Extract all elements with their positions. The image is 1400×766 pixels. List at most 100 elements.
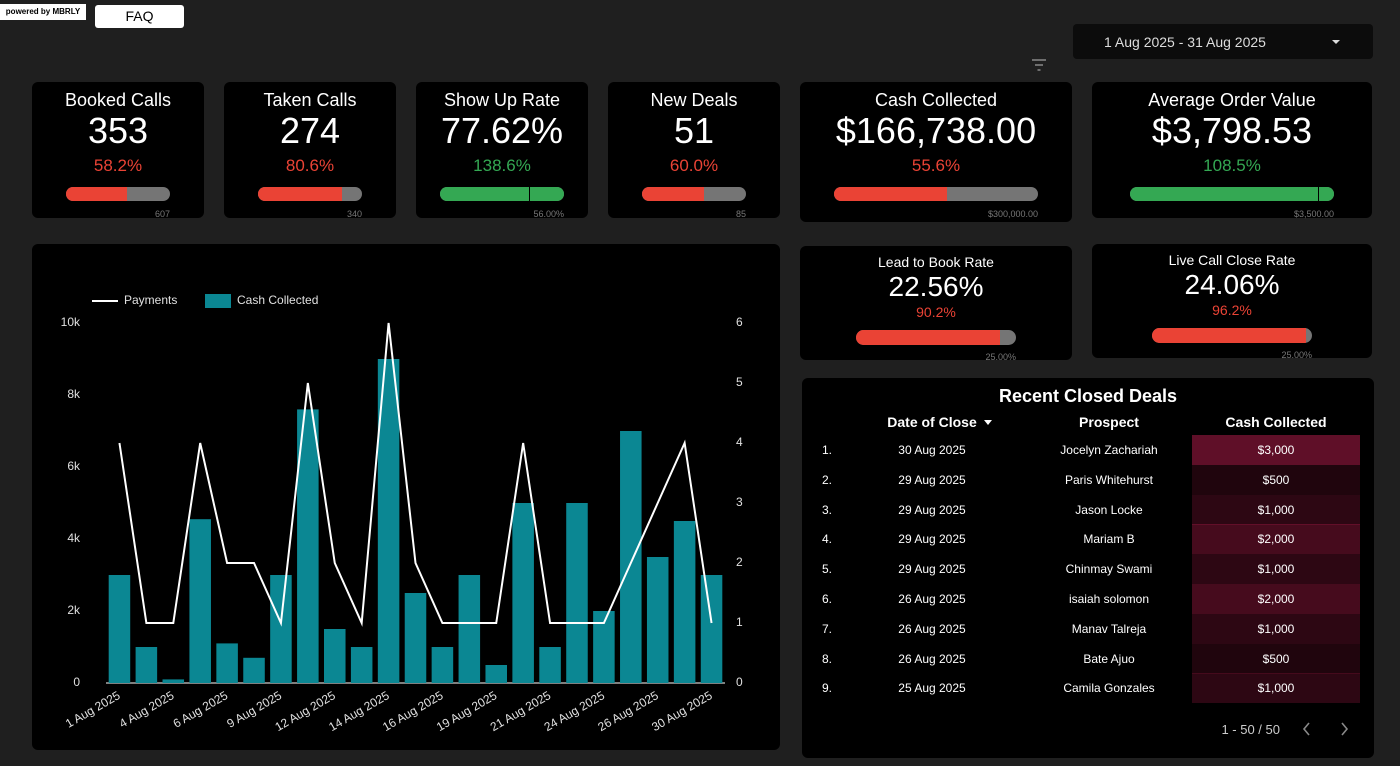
- progress-track: [834, 187, 1038, 201]
- prospect-cell: Mariam B: [1083, 532, 1135, 547]
- date-cell: 25 Aug 2025: [898, 681, 966, 696]
- prospect-cell: Camila Gonzales: [1063, 681, 1155, 696]
- kpi-title: Live Call Close Rate: [1168, 252, 1296, 268]
- prospect-cell: Bate Ajuo: [1083, 651, 1135, 666]
- bar: [673, 521, 696, 683]
- progress-track: [258, 187, 362, 201]
- table-row: 1. 30 Aug 2025 Jocelyn Zachariah $3,000: [802, 435, 1374, 465]
- row-number: 6.: [822, 592, 833, 606]
- next-page[interactable]: [1338, 721, 1350, 737]
- bar: [189, 519, 211, 683]
- kpi-target: 340: [346, 209, 362, 219]
- chart-card: 0 2k 4k 6k 8k 10k 0 1 2 3 4 5 6 1 Aug 2025 4 Aug 2025 6…: [32, 244, 780, 750]
- column-header[interactable]: Date of Close: [887, 414, 977, 430]
- table-row: 3. 29 Aug 2025 Jason Locke $1,000: [802, 494, 1374, 525]
- cash-cell: $2,000: [1192, 524, 1360, 555]
- kpi-title: Average Order Value: [1148, 90, 1316, 110]
- date-cell: 30 Aug 2025: [898, 443, 966, 457]
- kpi-title: Lead to Book Rate: [878, 254, 994, 270]
- cash-label: $1,000: [1257, 621, 1295, 636]
- bar: [593, 611, 615, 683]
- cash-cell: $2,000: [1192, 584, 1360, 614]
- cash-cell: $1,000: [1192, 554, 1360, 585]
- prev-page[interactable]: [1301, 721, 1313, 737]
- bar: [270, 575, 292, 683]
- y-tick-label: 8k: [67, 387, 81, 401]
- kpi-value: 24.06%: [1184, 269, 1280, 300]
- y2-tick-label: 1: [736, 615, 743, 629]
- bar: [135, 647, 158, 683]
- kpi-change: 96.2%: [1212, 302, 1252, 318]
- row-number: 3.: [822, 502, 833, 517]
- y-tick-label: 10k: [61, 315, 81, 329]
- kpi-target: 85: [735, 209, 746, 219]
- kpi-title: Booked Calls: [64, 90, 172, 110]
- kpi-target: 25.00%: [1281, 350, 1312, 360]
- table-card: Recent Closed Deals Date of Close Prospec…: [802, 378, 1374, 758]
- date-cell: 26 Aug 2025: [898, 592, 966, 606]
- y-tick-label: 0: [73, 675, 80, 689]
- line: [118, 322, 713, 627]
- bar: [431, 647, 454, 683]
- x-tick-label: 30 Aug 2025: [649, 688, 715, 734]
- date-cell: 26 Aug 2025: [898, 621, 966, 636]
- cash-label: $1,000: [1257, 681, 1295, 696]
- kpi-value: $3,798.53: [1151, 110, 1313, 151]
- kpi-change: 108.5%: [1203, 156, 1261, 175]
- powered-by[interactable]: powered by MBRLY: [0, 4, 86, 20]
- row-number: 1.: [822, 443, 833, 457]
- legend-swatch: [205, 294, 231, 308]
- kpi-card: New Deals 51 60.0% 85: [608, 82, 780, 219]
- sort-arrow[interactable]: [984, 420, 992, 426]
- kpi-change: 90.2%: [916, 304, 956, 320]
- table-row: 8. 26 Aug 2025 Bate Ajuo $500: [802, 643, 1374, 674]
- row-number: 5.: [822, 562, 833, 577]
- dropdown-arrow: [1332, 40, 1340, 44]
- column-header[interactable]: Cash Collected: [1225, 414, 1327, 430]
- bar: [162, 679, 185, 683]
- kpi-target: 607: [154, 209, 170, 219]
- legend-label: Cash Collected: [237, 293, 318, 307]
- cash-cell: $1,000: [1192, 494, 1360, 525]
- kpi-card: Live Call Close Rate 24.06% 96.2% 25.00%: [1092, 244, 1372, 360]
- table-row: 6. 26 Aug 2025 isaiah solomon $2,000: [802, 584, 1374, 614]
- bar: [566, 503, 588, 683]
- progress-bar: [258, 187, 342, 201]
- progress-track: [642, 187, 746, 201]
- kpi-title: Cash Collected: [874, 90, 998, 110]
- cash-cell: $1,000: [1192, 613, 1360, 644]
- bar: [458, 575, 481, 683]
- filter-icon[interactable]: [1031, 58, 1047, 72]
- cash-label: $500: [1262, 472, 1290, 487]
- bar: [646, 557, 669, 683]
- progress-bar: [1152, 328, 1306, 343]
- bar: [216, 643, 238, 683]
- date-cell: 29 Aug 2025: [898, 472, 966, 487]
- cash-label: $2,000: [1257, 532, 1295, 547]
- kpi-card: Show Up Rate 77.62% 138.6% 56.00%: [416, 82, 588, 219]
- row-number: 7.: [822, 621, 833, 636]
- prospect-cell: Paris Whitehurst: [1064, 472, 1154, 487]
- row-number: 8.: [822, 651, 833, 666]
- bar: [323, 629, 346, 683]
- progress-bar: [1130, 187, 1334, 201]
- table-row: 9. 25 Aug 2025 Camila Gonzales $1,000: [802, 673, 1374, 704]
- y2-tick-label: 2: [736, 555, 743, 569]
- kpi-value: 353: [87, 110, 149, 151]
- bar: [377, 359, 400, 683]
- cash-cell: $1,000: [1192, 673, 1360, 704]
- column-header[interactable]: Prospect: [1079, 414, 1139, 430]
- faq-button[interactable]: FAQ: [95, 5, 184, 28]
- kpi-value: $166,738.00: [835, 110, 1037, 151]
- bar: [620, 431, 642, 683]
- prospect-cell: Manav Talreja: [1071, 621, 1147, 636]
- progress-track: [440, 187, 564, 201]
- kpi-title: Show Up Rate: [443, 90, 561, 110]
- y2-tick-label: 0: [736, 675, 743, 689]
- prospect-cell: Jason Locke: [1075, 502, 1143, 517]
- kpi-change: 60.0%: [669, 156, 719, 175]
- cash-cell: $500: [1192, 643, 1360, 674]
- y-tick-label: 6k: [67, 459, 81, 473]
- kpi-change: 138.6%: [473, 156, 531, 175]
- date-picker[interactable]: 1 Aug 2025 - 31 Aug 2025: [1073, 24, 1373, 59]
